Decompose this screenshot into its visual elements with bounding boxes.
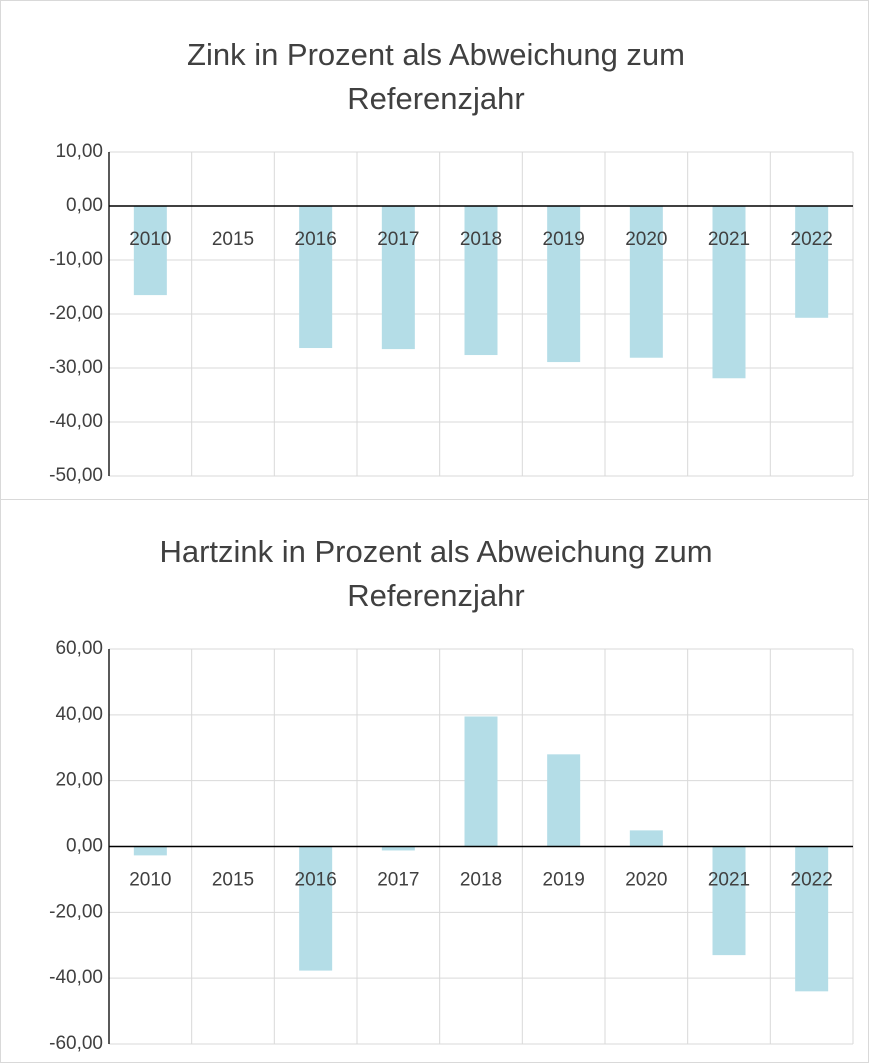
bar [795, 846, 829, 992]
x-tick-label: 2019 [543, 229, 585, 250]
x-tick-label: 2017 [377, 870, 419, 891]
bar [299, 206, 333, 349]
x-tick-label: 2020 [625, 229, 667, 250]
x-tick-label: 2018 [460, 870, 502, 891]
y-tick-label: 20,00 [55, 770, 103, 791]
bar [133, 206, 167, 296]
x-tick-label: 2015 [212, 870, 254, 891]
y-tick-label: -20,00 [49, 303, 103, 324]
x-tick-label: 2010 [129, 229, 171, 250]
x-tick-label: 2016 [295, 229, 337, 250]
x-tick-label: 2016 [295, 870, 337, 891]
x-tick-label: 2022 [791, 229, 833, 250]
y-tick-label: 40,00 [55, 704, 103, 725]
y-tick-label: -40,00 [49, 967, 103, 988]
x-tick-label: 2021 [708, 870, 750, 891]
y-tick-label: -10,00 [49, 249, 103, 270]
x-tick-label: 2010 [129, 870, 171, 891]
y-tick-label: 60,00 [55, 638, 103, 659]
bar [547, 754, 581, 847]
bar [712, 846, 746, 956]
bar [381, 846, 415, 851]
x-tick-label: 2018 [460, 229, 502, 250]
chart-panel: Zink in Prozent als Abweichung zum Refer… [0, 0, 869, 500]
y-tick-label: -30,00 [49, 357, 103, 378]
bar [133, 846, 167, 856]
bar [464, 716, 498, 847]
chart: -60,00 -40,00 -20,00 0,00 20,00 40,00 60,00 201… [49, 638, 854, 1054]
bar [712, 206, 746, 379]
x-tick-label: 2017 [377, 229, 419, 250]
y-tick-label: -40,00 [49, 411, 103, 432]
chart-panel: Hartzink in Prozent als Abweichung zum R… [0, 499, 869, 1063]
y-tick-label: -60,00 [49, 1033, 103, 1054]
x-tick-label: 2022 [791, 870, 833, 891]
bar [629, 830, 663, 847]
bar [464, 206, 498, 356]
chart-title: Hartzink in Prozent als Abweichung zum R… [159, 534, 713, 613]
x-tick-label: 2015 [212, 229, 254, 250]
bar [547, 206, 581, 363]
chart: -50,00 -40,00 -30,00 -20,00 -10,00 0,00 10,00 2… [49, 141, 854, 486]
x-tick-label: 2021 [708, 229, 750, 250]
y-tick-label: 0,00 [66, 195, 103, 216]
bar [381, 206, 415, 350]
y-tick-label: 0,00 [66, 836, 103, 857]
y-tick-label: 10,00 [55, 141, 103, 162]
y-tick-label: -50,00 [49, 465, 103, 486]
bar [299, 846, 333, 971]
bar [795, 206, 829, 318]
y-tick-label: -20,00 [49, 901, 103, 922]
chart-title: Zink in Prozent als Abweichung zum Refer… [187, 37, 685, 116]
x-tick-label: 2020 [625, 870, 667, 891]
bar [629, 206, 663, 358]
x-tick-label: 2019 [543, 870, 585, 891]
